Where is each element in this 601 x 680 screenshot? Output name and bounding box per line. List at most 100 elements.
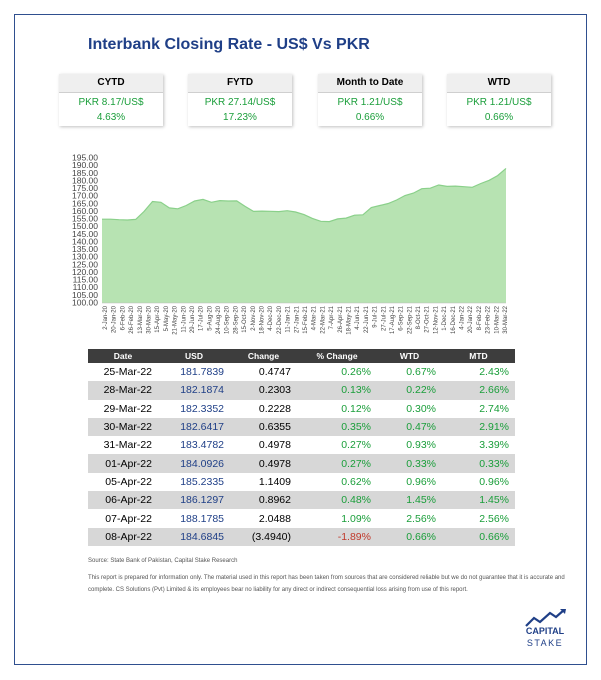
x-tick-label: 12-Nov-21 [433,305,439,334]
cell-date: 01-Apr-22 [88,454,158,473]
x-tick-label: 15-Feb-21 [303,305,309,333]
cell-date: 06-Apr-22 [88,491,158,510]
cell-date: 08-Apr-22 [88,527,158,546]
cell-date: 29-Mar-22 [103,402,152,415]
cell-change: 0.8962 [230,491,297,510]
cell-pct: 0.62% [341,475,371,488]
x-tick-label: 15-Oct-20 [242,305,248,332]
x-tick-label: 18-May-21 [347,305,353,334]
x-tick-label: 22-Sep-21 [407,305,413,334]
cell-wtd: 0.66% [377,527,442,546]
cell-wtd: 1.45% [377,491,442,510]
table-body: 25-Mar-22 181.7839 0.4747 0.26% 0.67% 2.43% 28… [88,363,515,546]
x-tick-label: 30-Mar-20 [147,305,153,333]
cell-change: 0.2228 [258,402,291,415]
cell-pct: 0.27% [297,454,377,473]
cell-date: 28-Mar-22 [88,381,158,400]
table-row: 07-Apr-22 188.1785 2.0488 1.09% 2.56% 2.56% [88,509,515,527]
cell-pct: 0.48% [297,491,377,510]
table-row: 28-Mar-22 182.1874 0.2303 0.13% 0.22% 2.66% [88,381,515,400]
x-tick-label: 30-Mar-22 [503,305,509,333]
y-tick-label: 135.00 [72,244,98,254]
series-line [102,167,507,223]
cell-usd: 182.3352 [180,402,224,415]
x-tick-label: 10-Sep-20 [225,305,231,334]
cell-usd: 185.2335 [180,475,224,488]
disclaimer: This report is prepared for information … [88,575,565,593]
card-pct: 0.66% [355,112,385,123]
card-cytd: CYTD PKR 8.17/US$ 4.63% [59,74,163,126]
x-tick-label: 26-Feb-20 [129,305,135,333]
cell-date: 05-Apr-22 [105,475,152,488]
logo-line2: STAKE [526,638,564,648]
cell-wtd: 0.33% [377,454,442,473]
cell-usd: 188.1785 [180,512,224,525]
x-tick-label: 20-Jan-20 [112,305,118,333]
cell-usd: 184.0926 [158,454,230,473]
table-row: 05-Apr-22 185.2335 1.1409 0.62% 0.96% 0.96% [88,473,515,491]
source-note: Source: State Bank of Pakistan, Capital … [88,558,238,564]
x-tick-label: 29-Jun-20 [190,305,196,333]
col-date: Date [88,349,158,363]
card-value: PKR 8.17/US$ [78,97,144,108]
cell-mtd: 2.91% [442,417,515,437]
card-label: WTD [447,74,551,93]
x-tick-label: 5-May-20 [164,305,170,331]
cell-usd: 182.6417 [158,417,230,437]
x-tick-label: 7-Apr-21 [329,305,335,329]
cell-wtd: 0.30% [406,402,436,415]
cell-date: 25-Mar-22 [103,366,152,379]
cell-change: 2.0488 [258,512,291,525]
rate-table: Date USD Change % Change WTD MTD 25-Mar-… [88,349,515,546]
x-tick-label: 2-Jan-20 [103,305,109,329]
y-tick-label: 145.00 [72,229,98,239]
x-tick-label: 4-Jan-22 [460,305,466,329]
table-row: 06-Apr-22 186.1297 0.8962 0.48% 1.45% 1.45% [88,491,515,510]
x-tick-label: 15-Apr-20 [155,305,161,332]
y-tick-label: 160.00 [72,206,98,216]
cell-change: 0.4978 [258,439,291,452]
x-tick-label: 26-Apr-21 [338,305,344,332]
y-tick-label: 115.00 [73,275,99,285]
report-frame [14,14,587,665]
cell-usd: 186.1297 [158,491,230,510]
page-title: Interbank Closing Rate - US$ Vs PKR [88,36,370,53]
cell-mtd: 3.39% [479,439,509,452]
x-tick-label: 11-Jun-20 [181,305,187,332]
x-tick-label: 27-Jan-21 [294,305,300,333]
cell-wtd: 0.96% [406,475,436,488]
logo-line1: CAPITAL [525,626,565,636]
y-tick-label: 190.00 [72,160,98,170]
x-tick-label: 10-Mar-22 [494,305,500,333]
cell-pct: 0.12% [341,402,371,415]
card-label: Month to Date [318,74,422,93]
cell-mtd: 0.96% [479,475,509,488]
cell-change: (3.4940) [230,527,297,546]
cell-date: 31-Mar-22 [103,439,152,452]
cell-mtd: 2.66% [442,381,515,400]
cell-mtd: 2.56% [479,512,509,525]
card-value: PKR 27.14/US$ [204,97,276,108]
cell-usd: 184.6845 [158,527,230,546]
y-tick-label: 180.00 [72,175,98,185]
col-change: Change [230,349,297,363]
x-tick-label: 24-Aug-20 [216,305,222,334]
x-tick-label: 6-Sep-21 [399,305,405,330]
y-tick-label: 155.00 [72,214,98,224]
x-tick-label: 16-Dec-21 [451,305,457,334]
x-tick-label: 6-Feb-20 [120,305,126,330]
cell-mtd: 2.74% [479,402,509,415]
x-tick-label: 4-Mar-21 [312,305,318,330]
x-tick-label: 9-Jul-21 [373,305,379,327]
cell-date: 30-Mar-22 [88,417,158,437]
card-label: CYTD [59,74,163,93]
x-tick-label: 17-Jul-20 [199,305,205,331]
x-tick-label: 22-Dec-20 [277,305,283,334]
cell-wtd: 0.67% [406,366,436,379]
table-header-row: Date USD Change % Change WTD MTD [88,349,515,363]
table-row: 25-Mar-22 181.7839 0.4747 0.26% 0.67% 2.43% [88,363,515,381]
col-pct-change: % Change [297,349,377,363]
card-pct: 0.66% [484,112,514,123]
cell-mtd: 0.33% [442,454,515,473]
y-tick-label: 170.00 [72,191,98,201]
